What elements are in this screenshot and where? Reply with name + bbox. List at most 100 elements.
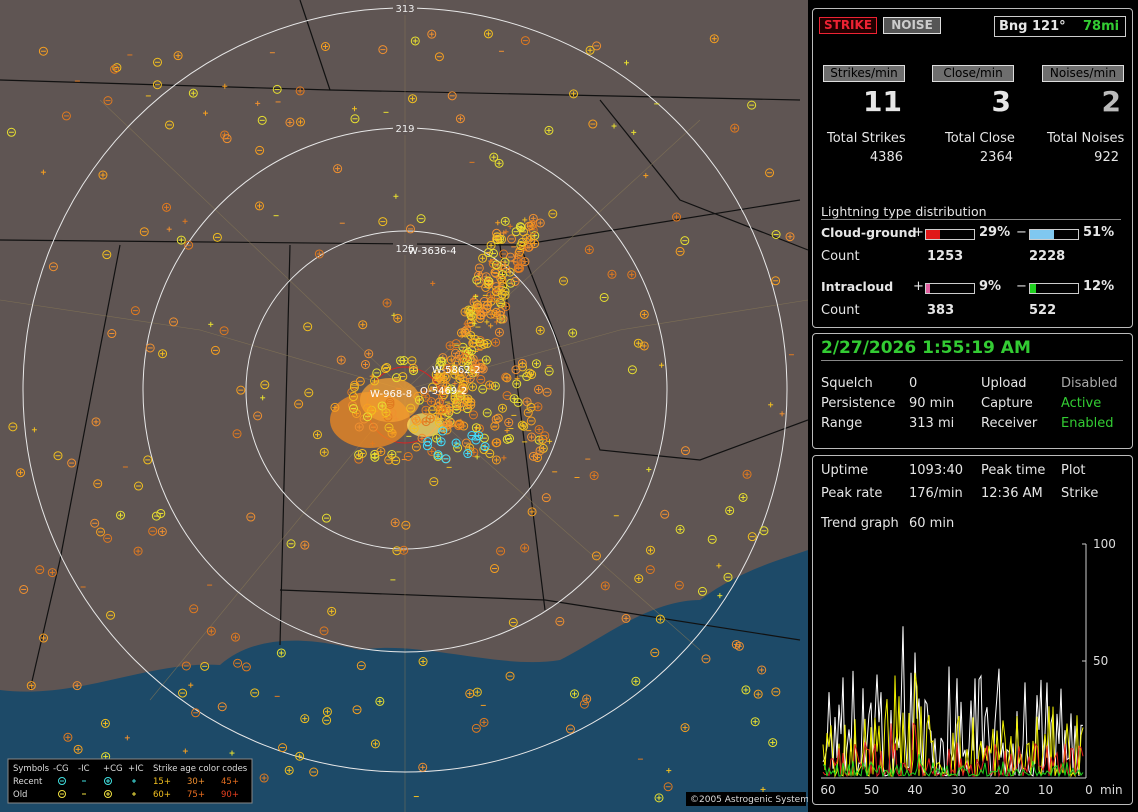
strike [490,564,500,574]
strike [368,422,378,432]
strike [627,270,637,280]
strike [390,518,400,528]
strike [506,278,516,288]
range-label-bg [393,3,417,15]
copyright: ©2005 Astrogenic Systems [690,795,808,805]
percent: 29% [979,225,1011,240]
strike [151,511,161,521]
legend-age: 60+ [153,790,171,800]
x-tick-label: 50 [864,783,879,797]
rate-value: 3 [991,85,1011,118]
strike [517,420,527,430]
legend-column: -IC [78,764,90,774]
strike [471,723,481,733]
strike [241,662,251,672]
legend-symbol [104,790,112,798]
strike [148,526,158,536]
strike [67,458,77,468]
setting: Persistence [821,396,896,411]
strike [471,435,481,445]
strike [750,717,760,727]
strike [491,414,501,424]
strike [568,328,578,338]
strike [219,326,229,336]
stat: Uptime [821,463,869,478]
strike [479,717,489,727]
strike [497,269,507,279]
strike [336,355,346,365]
strike [412,416,422,426]
legend-title: Symbols [13,764,50,774]
sign: + [913,225,924,240]
percent: 51% [1083,225,1115,240]
strike [771,229,781,239]
strike [53,451,63,461]
strike [431,370,441,380]
x-tick-label: 40 [907,783,922,797]
strike [579,699,589,709]
strike [382,363,392,373]
strike [327,606,337,616]
legend-age: 90+ [221,790,239,800]
strike [421,405,431,415]
strike [697,586,707,596]
strike [492,232,502,242]
strike [707,534,717,544]
strike [510,277,520,287]
strike [330,402,340,412]
strike [493,413,503,423]
strike [278,743,288,753]
strike [451,339,461,349]
strike [255,145,265,155]
strike [358,320,368,330]
strike-button[interactable]: STRIKE [819,17,877,34]
strike [555,616,565,626]
strike [143,455,153,465]
strike [450,369,460,379]
strike [582,694,592,704]
strike [565,724,575,734]
total-value: 922 [1094,150,1119,165]
strike [768,738,778,748]
distance: 78mi [1083,19,1120,34]
x-tick-label: 30 [951,783,966,797]
strike [428,382,438,392]
noise-button[interactable]: NOISE [883,17,941,34]
strike [176,235,186,245]
strike [482,408,492,418]
strike [133,546,143,556]
strike [639,309,649,319]
strike [513,397,523,407]
strike [349,382,359,392]
strike [663,782,673,792]
strike [103,96,113,106]
strike [458,383,468,393]
bearing-box [994,16,1126,37]
type-name: Intracloud [821,279,894,294]
strike [427,29,437,39]
strike [443,420,453,430]
strike [738,492,748,502]
strike [519,421,529,431]
strike [464,305,474,315]
strike [723,572,733,582]
strike [541,493,551,503]
strike [476,310,486,320]
strike [504,434,514,444]
stat: Peak time [981,463,1046,478]
strike [376,447,386,457]
strike [314,249,324,259]
setting: 313 mi [909,416,955,431]
strike [501,372,511,382]
strike [486,309,496,319]
strike [349,403,359,413]
strike [526,402,536,412]
station-label: O-5469-2 [420,386,467,397]
strike [322,715,332,725]
strike [392,373,402,383]
strike [392,546,402,556]
strike [410,36,420,46]
strike [230,632,240,642]
strike [6,127,16,137]
strike [742,469,752,479]
